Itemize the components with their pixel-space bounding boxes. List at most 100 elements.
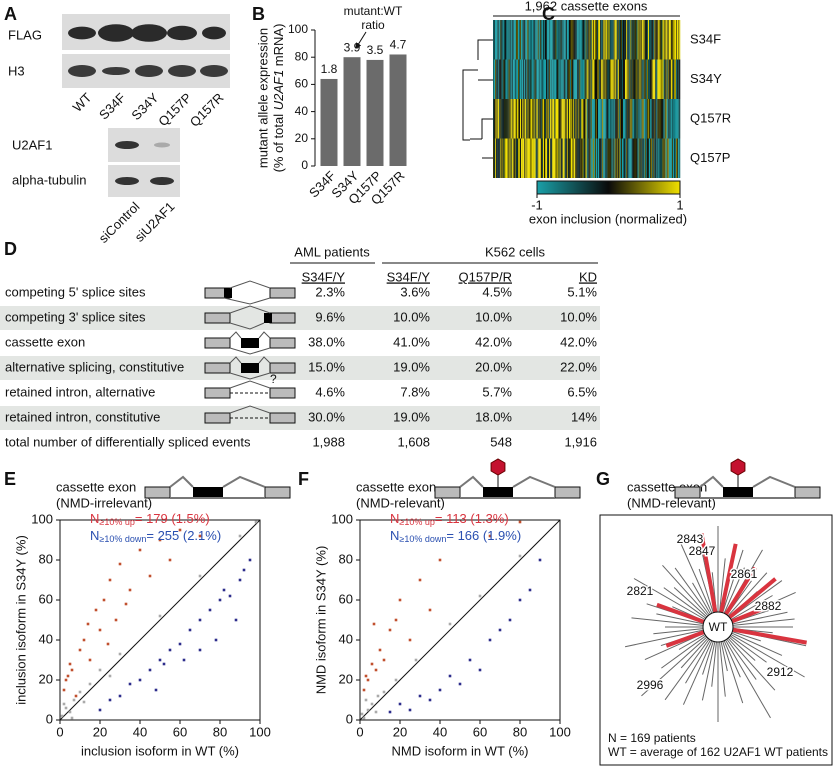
heatmap-cell [561, 59, 563, 99]
point [448, 622, 452, 626]
heatmap-cell [574, 138, 576, 178]
heatmap-cell [567, 99, 569, 139]
band [200, 65, 228, 77]
heatmap-cell [601, 20, 603, 60]
heatmap-cell [644, 99, 646, 139]
row-label: total number of differentially spliced e… [5, 434, 251, 449]
heatmap-cell [504, 20, 506, 60]
heatmap-cell [571, 138, 573, 178]
heatmap-cell [572, 99, 574, 139]
heatmap-cell [614, 99, 616, 139]
heatmap-cell [569, 99, 572, 139]
spike [692, 582, 711, 615]
junction [223, 280, 271, 305]
spike [727, 637, 776, 691]
exon [554, 486, 581, 499]
heatmap-cell [650, 59, 652, 99]
heatmap-cell [603, 59, 605, 99]
heatmap-cell [575, 20, 577, 60]
heatmap-cell [643, 138, 645, 178]
heatmap-cell [556, 20, 558, 60]
heatmap-cell [548, 138, 550, 178]
heatmap-cell [653, 20, 655, 60]
heatmap-cell [631, 99, 633, 139]
heatmap-cell [516, 99, 519, 139]
point [98, 708, 102, 712]
heatmap-cell [652, 59, 654, 99]
heatmap-cell [514, 59, 516, 99]
heatmap-cell [533, 138, 535, 178]
spike [698, 568, 714, 613]
heatmap-cell [500, 20, 502, 60]
heatmap-cell [673, 59, 676, 99]
heatmap-cell [540, 138, 542, 178]
heatmap-cell [525, 99, 527, 139]
y-tick-label: 80 [339, 551, 353, 566]
heatmap-cell [564, 20, 566, 60]
center-circle [702, 611, 734, 643]
heatmap-cell [617, 59, 619, 99]
heatmap-cell [538, 20, 540, 60]
heatmap-cell [635, 20, 637, 60]
heatmap-cell [597, 20, 599, 60]
heatmap-cell [571, 99, 573, 139]
point [214, 638, 218, 642]
heatmap-cell [533, 59, 535, 99]
heatmap-cell [580, 138, 582, 178]
heatmap-cell [514, 99, 516, 139]
heatmap-cell [571, 20, 573, 60]
heatmap-cell [627, 59, 629, 99]
heatmap-cell [496, 59, 498, 99]
heatmap-cell [630, 20, 632, 60]
heatmap-cell [585, 99, 587, 139]
heatmap-cell [545, 99, 547, 139]
x-tick-label: 0 [356, 724, 363, 739]
highlighted-spike [732, 627, 807, 645]
heatmap-cell [634, 99, 636, 139]
point [248, 558, 252, 562]
heatmap-cell [580, 99, 582, 139]
heatmap-cell [554, 138, 556, 178]
heatmap-cell [641, 99, 643, 139]
heatmap-cell [668, 59, 670, 99]
spike [726, 638, 757, 680]
heatmap-cell [555, 99, 557, 139]
heatmap-cell [653, 99, 655, 139]
heatmap-cell [629, 20, 631, 60]
heatmap-cell [675, 99, 677, 139]
bar [343, 57, 361, 167]
ratio-label: 4.7 [390, 38, 407, 52]
panel-label: A [4, 4, 17, 24]
cell: 18.0% [475, 409, 512, 424]
heatmap-cell [586, 138, 588, 178]
heatmap-cell [654, 59, 656, 99]
heatmap-cell [673, 138, 676, 178]
heatmap-cell [662, 138, 664, 178]
heatmap-cell [546, 59, 548, 99]
heatmap-cell [530, 138, 532, 178]
heatmap-cell [644, 20, 646, 60]
heatmap-cell [588, 99, 590, 139]
heatmap-cell [640, 99, 642, 139]
heatmap-cell [631, 59, 633, 99]
heatmap-cell [579, 20, 581, 60]
heatmap-cell [632, 99, 634, 139]
heatmap-cell [623, 59, 625, 99]
heatmap-cell [503, 59, 505, 99]
heatmap-cell [668, 20, 670, 60]
heatmap-cell [543, 138, 546, 178]
y-axis-label: (% of total U2AF1 mRNA) [271, 24, 286, 173]
heatmap-cell [495, 99, 497, 139]
heatmap-cell [597, 138, 599, 178]
heatmap-cell [606, 99, 608, 139]
heatmap-cell [594, 20, 597, 60]
heatmap-cell [644, 138, 646, 178]
heatmap-cell [610, 138, 612, 178]
heatmap-cell [665, 138, 667, 178]
spike [729, 635, 767, 663]
heatmap-cell [503, 20, 505, 60]
point [382, 690, 386, 694]
heatmap-cell [675, 138, 677, 178]
cell: 7.8% [400, 384, 430, 399]
heatmap-cell [514, 138, 516, 178]
